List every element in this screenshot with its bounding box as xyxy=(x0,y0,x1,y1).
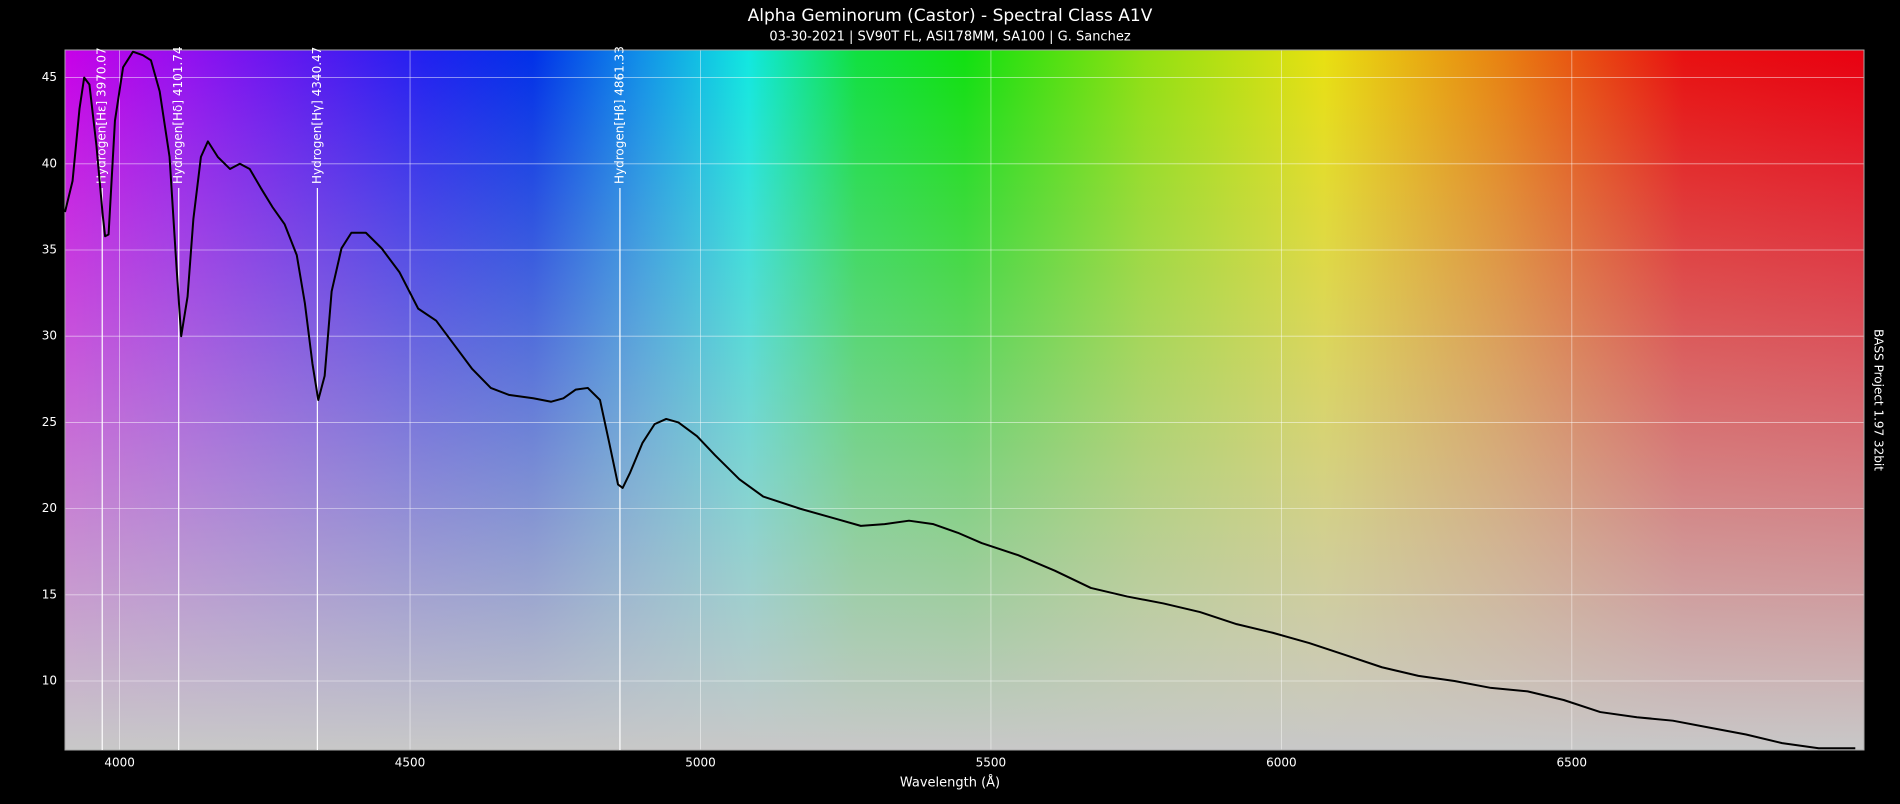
x-tick-label: 4500 xyxy=(395,756,426,770)
y-tick-label: 45 xyxy=(42,70,57,84)
x-tick-label: 5000 xyxy=(685,756,716,770)
y-tick-label: 10 xyxy=(42,674,57,688)
annotation-label: Hydrogen[Hδ] 4101.74 xyxy=(171,46,185,184)
spectrum-fade xyxy=(65,50,1864,750)
x-axis-label: Wavelength (Å) xyxy=(900,775,1000,791)
side-note: BASS Project 1.97 32bit xyxy=(1872,329,1886,471)
y-tick-label: 40 xyxy=(42,156,57,170)
y-tick-label: 30 xyxy=(42,329,57,343)
annotation-label: Hydrogen[Hγ] 4340.47 xyxy=(310,47,324,184)
plot-frame xyxy=(64,49,1865,751)
annotation-label: Hydrogen[Hε] 3970.07 xyxy=(95,47,109,184)
y-tick-label: 15 xyxy=(42,587,57,601)
x-tick-label: 5500 xyxy=(976,756,1007,770)
y-tick-label: 25 xyxy=(42,415,57,429)
x-tick-label: 6500 xyxy=(1557,756,1588,770)
x-tick-label: 4000 xyxy=(104,756,135,770)
x-tick-label: 6000 xyxy=(1266,756,1297,770)
y-tick-label: 35 xyxy=(42,243,57,257)
chart-subtitle: 03-30-2021 | SV90T FL, ASI178MM, SA100 |… xyxy=(769,30,1130,45)
y-tick-label: 20 xyxy=(42,501,57,515)
chart-title: Alpha Geminorum (Castor) - Spectral Clas… xyxy=(748,6,1153,26)
spectrum-line xyxy=(64,50,1856,750)
annotation-label: Hydrogen[Hβ] 4861.33 xyxy=(612,46,626,184)
